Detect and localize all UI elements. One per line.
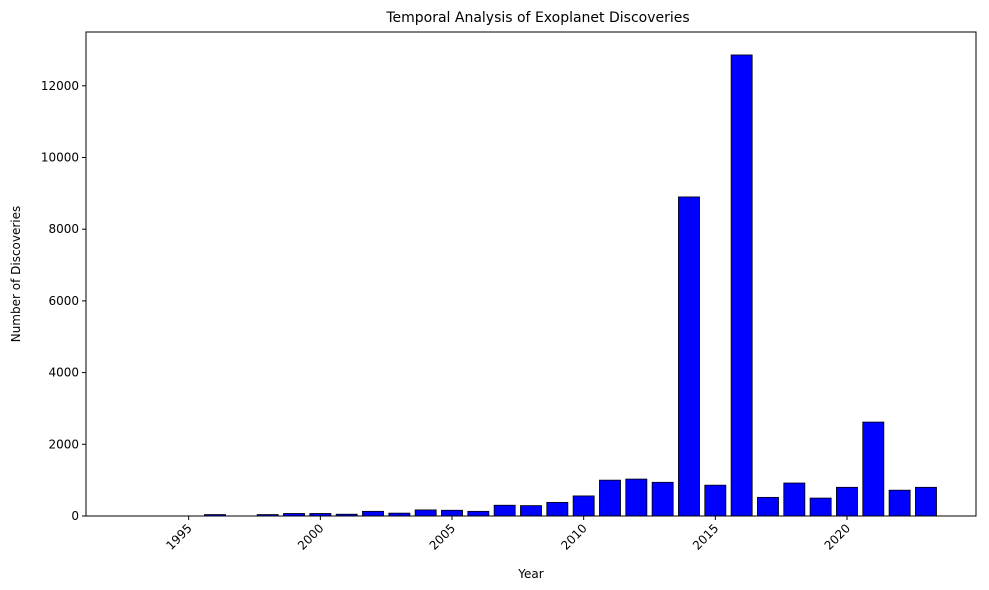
bar-2002 — [362, 510, 384, 517]
bar-2007 — [493, 504, 516, 517]
x-tick-label-2015: 2015 — [690, 521, 721, 552]
bars — [204, 54, 937, 517]
plot-area-frame — [85, 31, 977, 517]
bar-2019 — [809, 497, 832, 517]
x-tick-label-1995: 1995 — [163, 521, 194, 552]
bar-2009 — [546, 501, 569, 517]
y-axis-label: Number of Discoveries — [9, 206, 23, 343]
bar-2022 — [888, 489, 911, 517]
y-tick-label-6000: 6000 — [48, 294, 79, 308]
x-tick-label-2020: 2020 — [822, 521, 853, 552]
x-axis-label: Year — [517, 567, 543, 581]
bar-2004 — [414, 509, 437, 517]
bar-2005 — [441, 509, 463, 517]
bar-2020 — [836, 486, 858, 517]
bar-2006 — [467, 510, 490, 517]
y-tick-label-2000: 2000 — [48, 437, 79, 451]
bar-2010 — [572, 495, 595, 517]
bar-2013 — [651, 481, 674, 517]
bar-2014 — [678, 196, 700, 517]
bar-2011 — [599, 479, 621, 517]
bar-2016 — [730, 54, 753, 517]
y-tick-label-12000: 12000 — [41, 79, 79, 93]
y-tick-label-10000: 10000 — [41, 150, 79, 164]
y-tick-label-0: 0 — [71, 509, 79, 523]
x-tick-label-2010: 2010 — [558, 521, 589, 552]
x-tick-label-2005: 2005 — [427, 521, 458, 552]
x-tick-label-2000: 2000 — [295, 521, 326, 552]
y-axis-ticks: 0 2000 4000 6000 8000 10000 12000 — [41, 79, 86, 523]
bar-2021 — [862, 421, 885, 517]
bar-2008 — [520, 505, 542, 517]
y-tick-label-8000: 8000 — [48, 222, 79, 236]
bar-2018 — [783, 482, 806, 517]
bar-2023 — [915, 486, 937, 517]
y-tick-label-4000: 4000 — [48, 366, 79, 380]
x-axis-ticks: 1995 2000 2005 2010 2015 2020 — [163, 516, 853, 553]
chart-title: Temporal Analysis of Exoplanet Discoveri… — [385, 10, 689, 26]
bar-2012 — [625, 478, 648, 517]
bar-2017 — [757, 496, 779, 517]
bar-2015 — [704, 484, 727, 517]
